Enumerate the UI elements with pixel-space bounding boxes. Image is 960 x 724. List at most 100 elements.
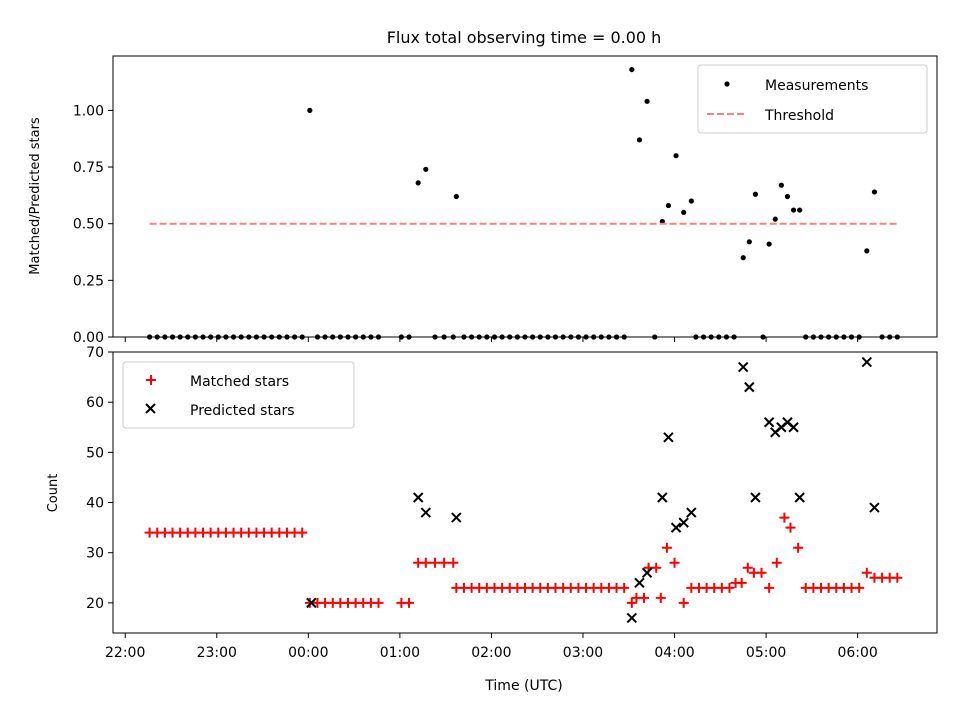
bottom-plot-area — [144, 356, 903, 624]
matched-star-point — [420, 557, 431, 568]
predicted-star-point — [663, 432, 674, 443]
y-tick-label: 0.00 — [73, 330, 104, 346]
y-tick-label: 60 — [86, 395, 104, 411]
predicted-star-point — [869, 502, 880, 513]
measurement-point — [797, 207, 803, 213]
x-tick-label: 04:00 — [654, 645, 694, 661]
matched-star-point — [793, 542, 804, 553]
y-tick-label: 50 — [86, 445, 104, 461]
y-tick-label: 30 — [86, 546, 104, 562]
predicted-star-point — [412, 492, 424, 503]
x-tick-label: 05:00 — [746, 645, 786, 661]
matched-star-point — [448, 557, 459, 568]
legend-matched-marker — [146, 375, 156, 385]
matched-star-point — [736, 577, 747, 588]
x-tick-label: 06:00 — [837, 645, 877, 661]
matched-star-point — [861, 567, 872, 578]
measurement-point — [688, 198, 694, 204]
x-tick-label: 02:00 — [471, 645, 511, 661]
legend-measurements-marker — [724, 81, 730, 87]
matched-star-point — [771, 557, 782, 568]
x-tick-label: 00:00 — [288, 645, 328, 661]
matched-star-point — [756, 567, 767, 578]
legend-matched-label: Matched stars — [190, 374, 289, 390]
predicted-star-point — [657, 492, 668, 503]
matched-star-point — [724, 582, 735, 593]
measurement-point — [772, 216, 778, 222]
bottom-x-axis: 22:00 23:00 00:00 01:00 02:00 03:00 04:00 05:00… — [105, 633, 878, 661]
legend-predicted-marker — [145, 403, 156, 414]
bottom-y-axis: 20 30 40 50 60 70 — [86, 345, 113, 612]
legend-predicted-label: Predicted stars — [190, 403, 295, 419]
matched-star-point — [404, 597, 415, 608]
legend-threshold-label: Threshold — [764, 108, 834, 124]
measurement-point — [415, 180, 421, 186]
chart-title: Flux total observing time = 0.00 h — [387, 28, 662, 47]
top-x-axis — [124, 337, 859, 342]
predicted-star-point — [788, 422, 799, 433]
matched-star-point — [764, 582, 775, 593]
y-tick-label: 20 — [86, 596, 104, 612]
y-tick-label: 40 — [86, 496, 104, 512]
matched-star-point — [678, 597, 689, 608]
predicted-star-point — [420, 507, 432, 518]
measurement-point — [778, 182, 784, 188]
matched-star-point — [651, 562, 662, 573]
predicted-star-point — [626, 612, 638, 624]
measurement-point — [307, 107, 313, 113]
matched-star-point — [785, 522, 796, 533]
matched-star-point — [429, 557, 440, 568]
bottom-legend: Matched stars Predicted stars — [122, 361, 355, 429]
predicted-star-point — [306, 597, 317, 609]
measurement-point — [629, 66, 635, 73]
measurement-point — [752, 191, 759, 197]
predicted-star-point — [451, 512, 462, 523]
y-tick-label: 0.75 — [73, 160, 104, 176]
y-tick-label: 70 — [86, 345, 104, 361]
measurement-point — [423, 166, 429, 172]
matched-star-point — [626, 597, 637, 608]
measurement-point — [864, 248, 870, 254]
y-tick-label: 1.00 — [73, 103, 104, 119]
measurement-point — [766, 241, 772, 247]
measurement-point — [636, 137, 643, 143]
matched-star-point — [619, 582, 630, 593]
matched-star-point — [439, 557, 450, 568]
predicted-star-point — [686, 507, 697, 518]
predicted-star-point — [641, 567, 653, 578]
matched-star-point — [779, 512, 790, 523]
predicted-star-point — [744, 381, 755, 393]
measurement-point — [453, 193, 459, 200]
predicted-star-point — [861, 356, 873, 368]
measurement-point — [790, 207, 797, 213]
top-legend: Measurements Threshold — [697, 64, 928, 134]
x-tick-label: 23:00 — [197, 645, 237, 661]
measurement-point — [665, 202, 672, 209]
top-panel: Matched/Predicted stars 0.00 0.25 0.50 0.75… — [28, 55, 938, 346]
measurement-point — [740, 255, 746, 261]
measurement-point — [681, 209, 687, 215]
measurement-point — [746, 239, 752, 245]
measurement-point — [784, 193, 791, 200]
top-y-axis-label: Matched/Predicted stars — [28, 117, 43, 275]
y-tick-label: 0.25 — [73, 273, 104, 289]
predicted-star-point — [763, 417, 775, 428]
matched-star-point — [639, 592, 650, 603]
matched-star-point — [297, 527, 308, 538]
predicted-star-point — [678, 517, 689, 528]
matched-star-point — [742, 562, 753, 573]
bottom-y-axis-label: Count — [46, 474, 61, 513]
bottom-panel: Count 20 30 40 50 60 70 22:00 23:00 00:00 01:00 0… — [46, 345, 938, 694]
x-tick-label: 22:00 — [105, 645, 145, 661]
y-tick-label: 0.50 — [73, 217, 104, 233]
measurement-point — [871, 189, 878, 195]
matched-star-point — [854, 582, 865, 593]
top-legend-box — [697, 64, 928, 134]
matched-star-point — [373, 597, 384, 608]
predicted-star-point — [737, 361, 749, 373]
matched-star-point — [892, 572, 903, 583]
x-tick-label: 01:00 — [380, 645, 420, 661]
top-axes-frame — [112, 55, 938, 338]
x-tick-label: 03:00 — [563, 645, 603, 661]
legend-measurements-label: Measurements — [765, 78, 868, 94]
